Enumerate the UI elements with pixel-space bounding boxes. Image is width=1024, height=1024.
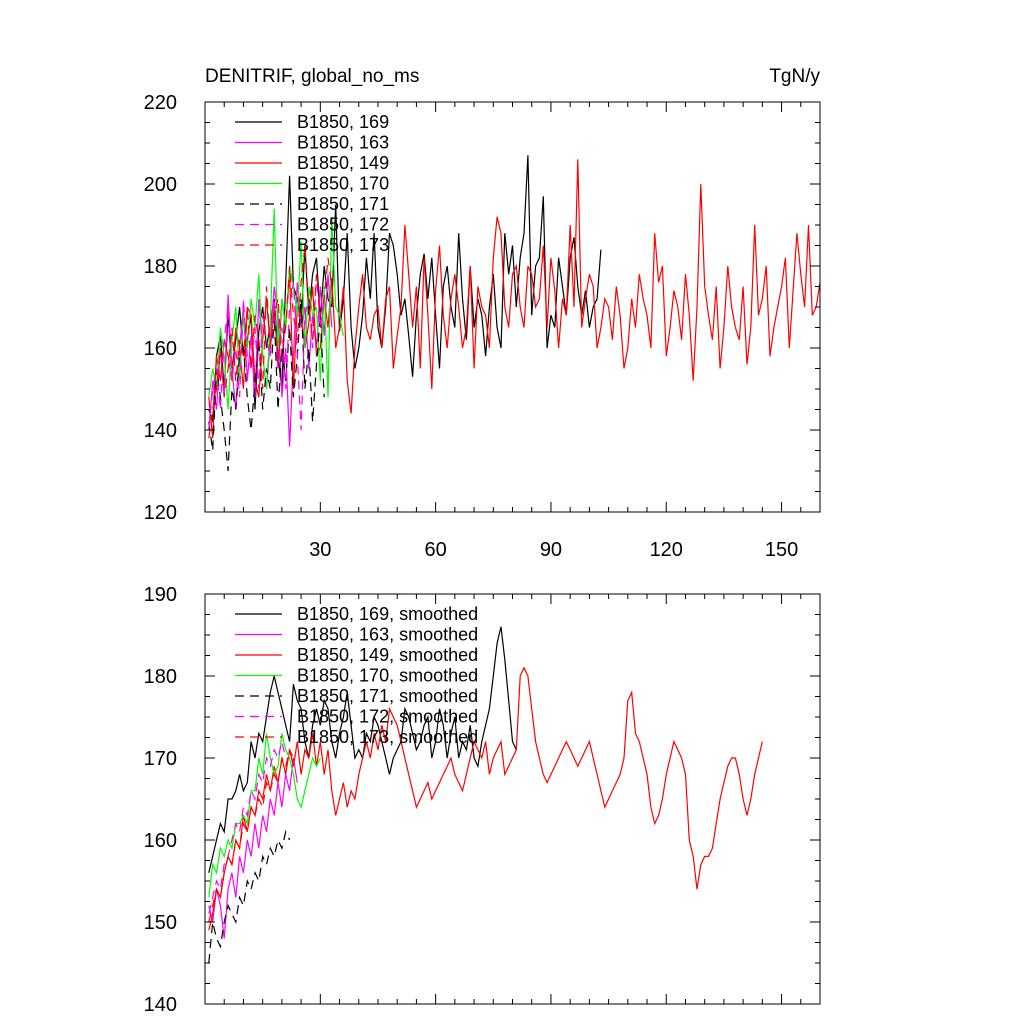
- top-panel: 30 60 90 120 150 120 140 160 180 200 220 B1850, 169…: [144, 92, 821, 561]
- y-tick-label: 120: [144, 502, 177, 524]
- legend-label: B1850, 171, smoothed: [297, 686, 478, 706]
- y-tick-label: 140: [144, 994, 177, 1016]
- y-tick-label: 180: [144, 256, 177, 278]
- series-line-4: [208, 298, 325, 472]
- legend-label: B1850, 169, smoothed: [297, 604, 478, 624]
- legend-label: B1850, 170, smoothed: [297, 666, 478, 686]
- series-group: [208, 155, 820, 472]
- y-tick-label: 180: [144, 666, 177, 688]
- y-tick-label: 150: [144, 912, 177, 934]
- series-line-5: [208, 741, 287, 914]
- legend-label: B1850, 149: [297, 153, 389, 173]
- y-tick-label: 170: [144, 748, 177, 770]
- x-tick-label: 120: [650, 539, 683, 561]
- series-line-4: [208, 829, 291, 964]
- series-line-2: [208, 666, 763, 931]
- units-label: TgN/y: [769, 66, 820, 87]
- legend-label: B1850, 149, smoothed: [297, 645, 478, 665]
- legend-label: B1850, 172: [297, 215, 389, 235]
- series-line-6: [208, 747, 294, 923]
- x-tick-label: 150: [765, 539, 798, 561]
- series-line-6: [208, 245, 333, 439]
- y-tick-label: 190: [144, 584, 177, 606]
- legend-label: B1850, 173, smoothed: [297, 727, 478, 747]
- chart-title: DENITRIF, global_no_ms: [205, 66, 419, 87]
- y-tick-label: 220: [144, 92, 177, 114]
- legend-label: B1850, 173: [297, 235, 389, 255]
- legend-label: B1850, 172, smoothed: [297, 707, 478, 727]
- series-group: [208, 626, 763, 964]
- x-tick-label: 30: [309, 539, 331, 561]
- legend-label: B1850, 163: [297, 133, 389, 153]
- series-line-0: [208, 155, 602, 422]
- y-tick-label: 160: [144, 830, 177, 852]
- series-line-3: [208, 208, 344, 410]
- series-line-1: [208, 757, 298, 939]
- y-tick-label: 160: [144, 338, 177, 360]
- x-tick-label: 60: [425, 539, 447, 561]
- legend-label: B1850, 170: [297, 174, 389, 194]
- y-tick-label: 200: [144, 174, 177, 196]
- y-tick-label: 140: [144, 420, 177, 442]
- series-line-3: [208, 733, 321, 898]
- legend-label: B1850, 171: [297, 194, 389, 214]
- legend-label: B1850, 163, smoothed: [297, 625, 478, 645]
- legend-label: B1850, 169: [297, 112, 389, 132]
- x-tick-label: 90: [540, 539, 562, 561]
